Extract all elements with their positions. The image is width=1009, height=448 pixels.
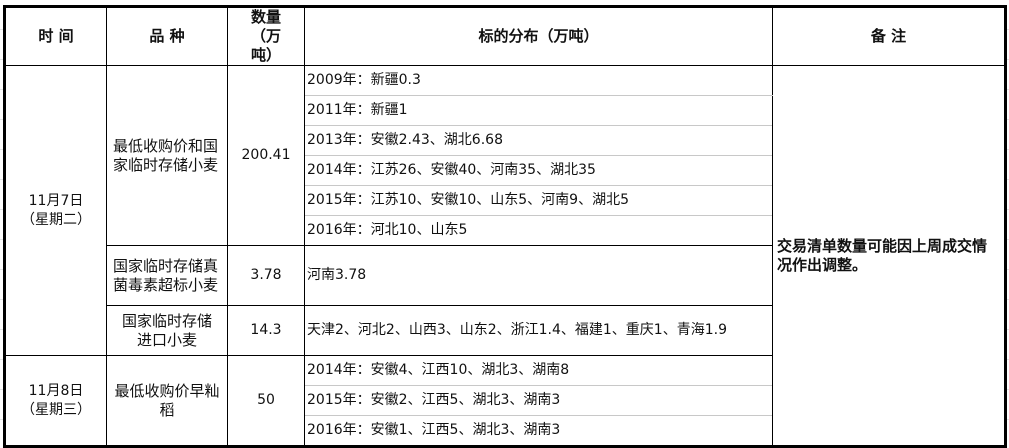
remarks-cell: 交易清单数量可能因上周成交情况作出调整。 — [772, 65, 1006, 447]
header-time: 时 间 — [4, 6, 107, 66]
table-row: 2014年：江苏26、安徽40、河南35、湖北35 — [5, 155, 1006, 186]
table-row: 国家临时存储真菌毒素超标小麦 3.78 河南3.78 — [5, 245, 1006, 306]
distribution-cell: 2016年：河北10、山东5 — [304, 215, 773, 246]
distribution-cell: 河南3.78 — [304, 245, 773, 306]
distribution-cell: 2014年：安徽4、江西10、湖北3、湖南8 — [304, 355, 773, 386]
variety-cell: 最低收购价和国家临时存储小麦 — [106, 65, 228, 246]
distribution-cell: 天津2、河北2、山西3、山东2、浙江1.4、福建1、重庆1、青海1.9 — [304, 305, 773, 356]
header-quantity: 数量（万吨） — [227, 6, 305, 66]
date-cell: 11月8日（星期三） — [4, 355, 107, 447]
table-row: 2013年：安徽2.43、湖北6.68 — [5, 125, 1006, 156]
distribution-cell: 2015年：安徽2、江西5、湖北3、湖南3 — [304, 385, 773, 416]
header-distribution: 标的分布（万吨） — [304, 6, 773, 66]
table-row: 11月7日（星期二） 最低收购价和国家临时存储小麦 200.41 2009年：新… — [4, 65, 1006, 447]
variety-cell: 国家临时存储进口小麦 — [106, 305, 228, 356]
table-row: 国家临时存储进口小麦 14.3 天津2、河北2、山西3、山东2、浙江1.4、福建… — [5, 305, 1006, 356]
quantity-cell: 3.78 — [227, 245, 305, 306]
quantity-cell: 50 — [227, 355, 305, 447]
auction-schedule-table: 时 间 品 种 数量（万吨） 标的分布（万吨） 备 注 11月7日（星期二） 最… — [3, 5, 1007, 448]
distribution-cell: 2015年：江苏10、安徽10、山东5、河南9、湖北5 — [304, 185, 773, 216]
distribution-cell: 2013年：安徽2.43、湖北6.68 — [304, 125, 773, 156]
quantity-cell: 14.3 — [227, 305, 305, 356]
distribution-cell: 2016年：安徽1、江西5、湖北3、湖南3 — [304, 415, 773, 447]
table-row: 2011年：新疆1 — [5, 95, 1006, 126]
quantity-cell: 200.41 — [227, 65, 305, 246]
distribution-cell: 2011年：新疆1 — [304, 95, 773, 126]
header-row: 时 间 品 种 数量（万吨） 标的分布（万吨） 备 注 — [4, 6, 1006, 66]
distribution-cell: 2014年：江苏26、安徽40、河南35、湖北35 — [304, 155, 773, 186]
variety-cell: 最低收购价早籼稻 — [106, 355, 228, 447]
header-remarks: 备 注 — [772, 6, 1006, 66]
table-row: 11月8日（星期三） 最低收购价早籼稻 50 2014年：安徽4、江西10、湖北… — [4, 355, 1006, 447]
variety-cell: 国家临时存储真菌毒素超标小麦 — [106, 245, 228, 306]
header-variety: 品 种 — [106, 6, 228, 66]
date-cell: 11月7日（星期二） — [4, 65, 107, 356]
distribution-cell: 2009年：新疆0.3 — [304, 65, 773, 96]
table-row: 2016年：河北10、山东5 — [5, 215, 1006, 246]
